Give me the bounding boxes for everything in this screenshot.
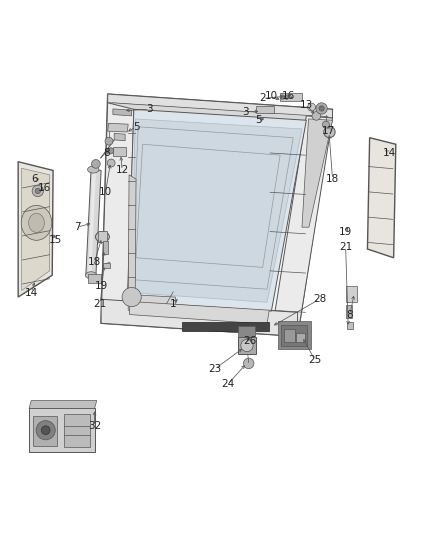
Text: 16: 16	[282, 91, 296, 101]
Bar	[29, 408, 95, 452]
Text: 3: 3	[242, 107, 248, 117]
Polygon shape	[127, 109, 306, 311]
Text: 2: 2	[259, 93, 266, 103]
Text: 32: 32	[88, 421, 101, 431]
Text: 8: 8	[103, 148, 110, 158]
Text: 21: 21	[94, 298, 107, 309]
Ellipse shape	[105, 138, 113, 145]
Ellipse shape	[122, 287, 141, 306]
Polygon shape	[29, 400, 97, 408]
Bar	[346, 286, 357, 302]
Text: 19: 19	[95, 281, 108, 291]
Ellipse shape	[95, 231, 110, 242]
Ellipse shape	[32, 185, 43, 197]
Polygon shape	[111, 103, 328, 125]
Bar	[346, 305, 352, 318]
Text: 1: 1	[170, 298, 177, 309]
Text: 10: 10	[265, 91, 278, 101]
Ellipse shape	[107, 159, 115, 167]
Bar	[347, 321, 353, 329]
Text: 3: 3	[146, 104, 152, 114]
Text: 5: 5	[255, 115, 261, 125]
Ellipse shape	[241, 340, 253, 352]
Polygon shape	[21, 168, 49, 290]
Polygon shape	[101, 103, 134, 323]
Text: 7: 7	[74, 222, 81, 232]
Ellipse shape	[285, 95, 289, 99]
Bar	[285, 329, 295, 342]
Text: 19: 19	[339, 227, 352, 237]
Polygon shape	[108, 94, 332, 118]
Ellipse shape	[21, 205, 52, 240]
Bar	[64, 414, 90, 447]
Polygon shape	[88, 171, 96, 275]
Ellipse shape	[41, 426, 50, 434]
Ellipse shape	[312, 111, 321, 120]
Text: 21: 21	[339, 242, 352, 252]
Polygon shape	[108, 123, 128, 132]
Text: 12: 12	[116, 165, 129, 175]
Ellipse shape	[322, 121, 329, 128]
Text: 23: 23	[208, 364, 221, 374]
Ellipse shape	[35, 188, 40, 193]
Polygon shape	[130, 302, 269, 324]
Text: 17: 17	[321, 126, 335, 136]
Ellipse shape	[319, 106, 324, 111]
Ellipse shape	[36, 421, 55, 440]
Text: 14: 14	[25, 288, 38, 298]
Ellipse shape	[280, 95, 285, 99]
Text: 6: 6	[32, 174, 38, 184]
Text: 24: 24	[221, 379, 234, 390]
Text: 14: 14	[383, 148, 396, 158]
Text: 18: 18	[88, 257, 101, 267]
Polygon shape	[113, 109, 132, 116]
Text: 26: 26	[243, 336, 256, 346]
Polygon shape	[114, 133, 125, 141]
Bar	[103, 263, 110, 268]
Ellipse shape	[85, 272, 97, 279]
Polygon shape	[128, 175, 136, 302]
Text: 16: 16	[38, 183, 51, 193]
Text: 13: 13	[300, 100, 313, 110]
Bar	[280, 93, 302, 101]
Text: 28: 28	[313, 294, 326, 304]
Ellipse shape	[324, 126, 335, 138]
Bar	[296, 333, 304, 342]
Bar	[33, 416, 57, 446]
Ellipse shape	[316, 103, 327, 114]
Polygon shape	[272, 116, 332, 336]
Polygon shape	[128, 295, 175, 314]
Polygon shape	[18, 161, 53, 297]
Polygon shape	[101, 94, 332, 336]
Polygon shape	[367, 138, 396, 258]
Bar	[238, 337, 256, 354]
Bar	[113, 147, 127, 157]
Bar	[256, 106, 274, 113]
Bar	[282, 325, 307, 346]
Text: 15: 15	[49, 235, 62, 245]
Ellipse shape	[244, 358, 254, 369]
Polygon shape	[132, 119, 302, 302]
Bar	[238, 326, 255, 337]
Ellipse shape	[307, 103, 315, 111]
Text: 8: 8	[346, 310, 353, 319]
Polygon shape	[302, 119, 332, 227]
Bar	[182, 321, 269, 331]
Bar	[103, 241, 108, 254]
Polygon shape	[101, 299, 297, 336]
Bar	[88, 274, 101, 282]
Ellipse shape	[108, 148, 114, 154]
Text: 5: 5	[133, 122, 139, 132]
Bar	[278, 321, 311, 350]
Ellipse shape	[28, 213, 44, 232]
Polygon shape	[86, 169, 101, 276]
Text: 18: 18	[326, 174, 339, 184]
Ellipse shape	[88, 166, 99, 173]
Text: 25: 25	[308, 356, 321, 365]
Text: 10: 10	[99, 187, 112, 197]
Bar	[98, 231, 107, 242]
Ellipse shape	[92, 159, 100, 168]
